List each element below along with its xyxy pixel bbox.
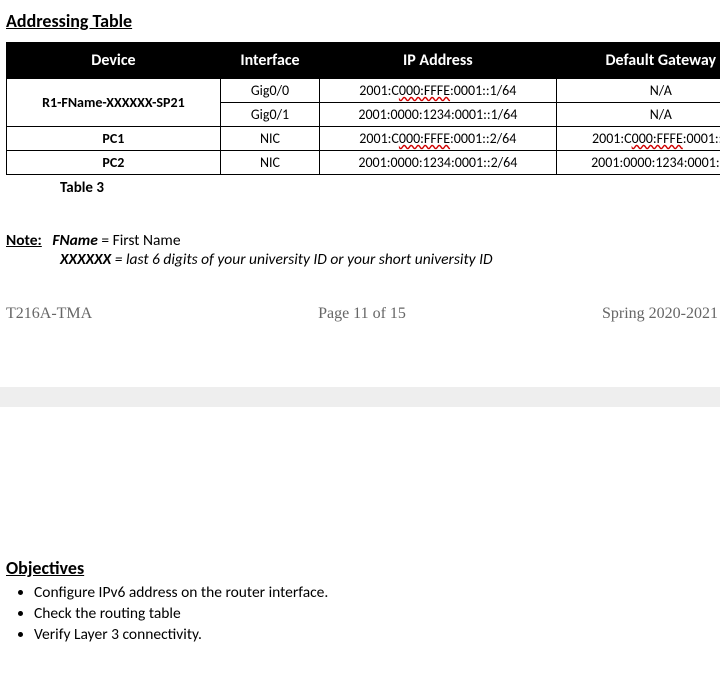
list-item: Verify Layer 3 connectivity. (34, 625, 720, 644)
cell-interface: NIC (220, 127, 319, 151)
cell-device: R1-FName-XXXXXX-SP21 (7, 79, 221, 127)
cell-ip: 2001:0000:1234:0001::1/64 (320, 103, 556, 127)
cell-gateway: N/A (556, 79, 720, 103)
col-interface: Interface (220, 43, 319, 79)
table-caption: Table 3 (60, 179, 720, 197)
col-gateway: Default Gateway (556, 43, 720, 79)
objectives-heading: Objectives (6, 557, 720, 579)
page-separator (0, 387, 720, 407)
table-row: PC1 NIC 2001:C000:FFFE:0001::2/64 2001:C… (7, 127, 720, 151)
cell-gateway: 2001:C000:FFFE:0001::1 (556, 127, 720, 151)
cell-device: PC1 (7, 127, 221, 151)
cell-gateway: N/A (556, 103, 720, 127)
cell-ip: 2001:C000:FFFE:0001::2/64 (320, 127, 556, 151)
footer-mid: Page 11 of 15 (243, 305, 480, 323)
note-xxxxxx-text: = last 6 digits of your university ID or… (111, 250, 492, 269)
cell-interface: NIC (220, 151, 319, 175)
addressing-table-heading: Addressing Table (6, 10, 720, 32)
cell-interface: Gig0/1 (220, 103, 319, 127)
list-item: Configure IPv6 address on the router int… (34, 583, 720, 602)
objectives-section: Objectives Configure IPv6 address on the… (6, 557, 720, 644)
addressing-table: Device Interface IP Address Default Gate… (6, 42, 720, 175)
col-ip: IP Address (320, 43, 556, 79)
note-fname-text: = First Name (98, 231, 181, 250)
footer-right: Spring 2020-2021 (481, 305, 718, 323)
cell-interface: Gig0/0 (220, 79, 319, 103)
note-label: Note: (6, 231, 42, 250)
cell-ip: 2001:C000:FFFE:0001::1/64 (320, 79, 556, 103)
footer-left: T216A-TMA (6, 305, 243, 323)
note-xxxxxx: XXXXXX (60, 250, 111, 269)
cell-ip: 2001:0000:1234:0001::2/64 (320, 151, 556, 175)
col-device: Device (7, 43, 221, 79)
note-block: Note: FName = First Name XXXXXX = last 6… (6, 231, 720, 269)
list-item: Check the routing table (34, 604, 720, 623)
note-fname: FName (52, 231, 98, 250)
page-footer: T216A-TMA Page 11 of 15 Spring 2020-2021 (6, 305, 718, 323)
table-row: PC2 NIC 2001:0000:1234:0001::2/64 2001:0… (7, 151, 720, 175)
cell-gateway: 2001:0000:1234:0001::1 (556, 151, 720, 175)
cell-device: PC2 (7, 151, 221, 175)
table-row: R1-FName-XXXXXX-SP21 Gig0/0 2001:C000:FF… (7, 79, 720, 103)
